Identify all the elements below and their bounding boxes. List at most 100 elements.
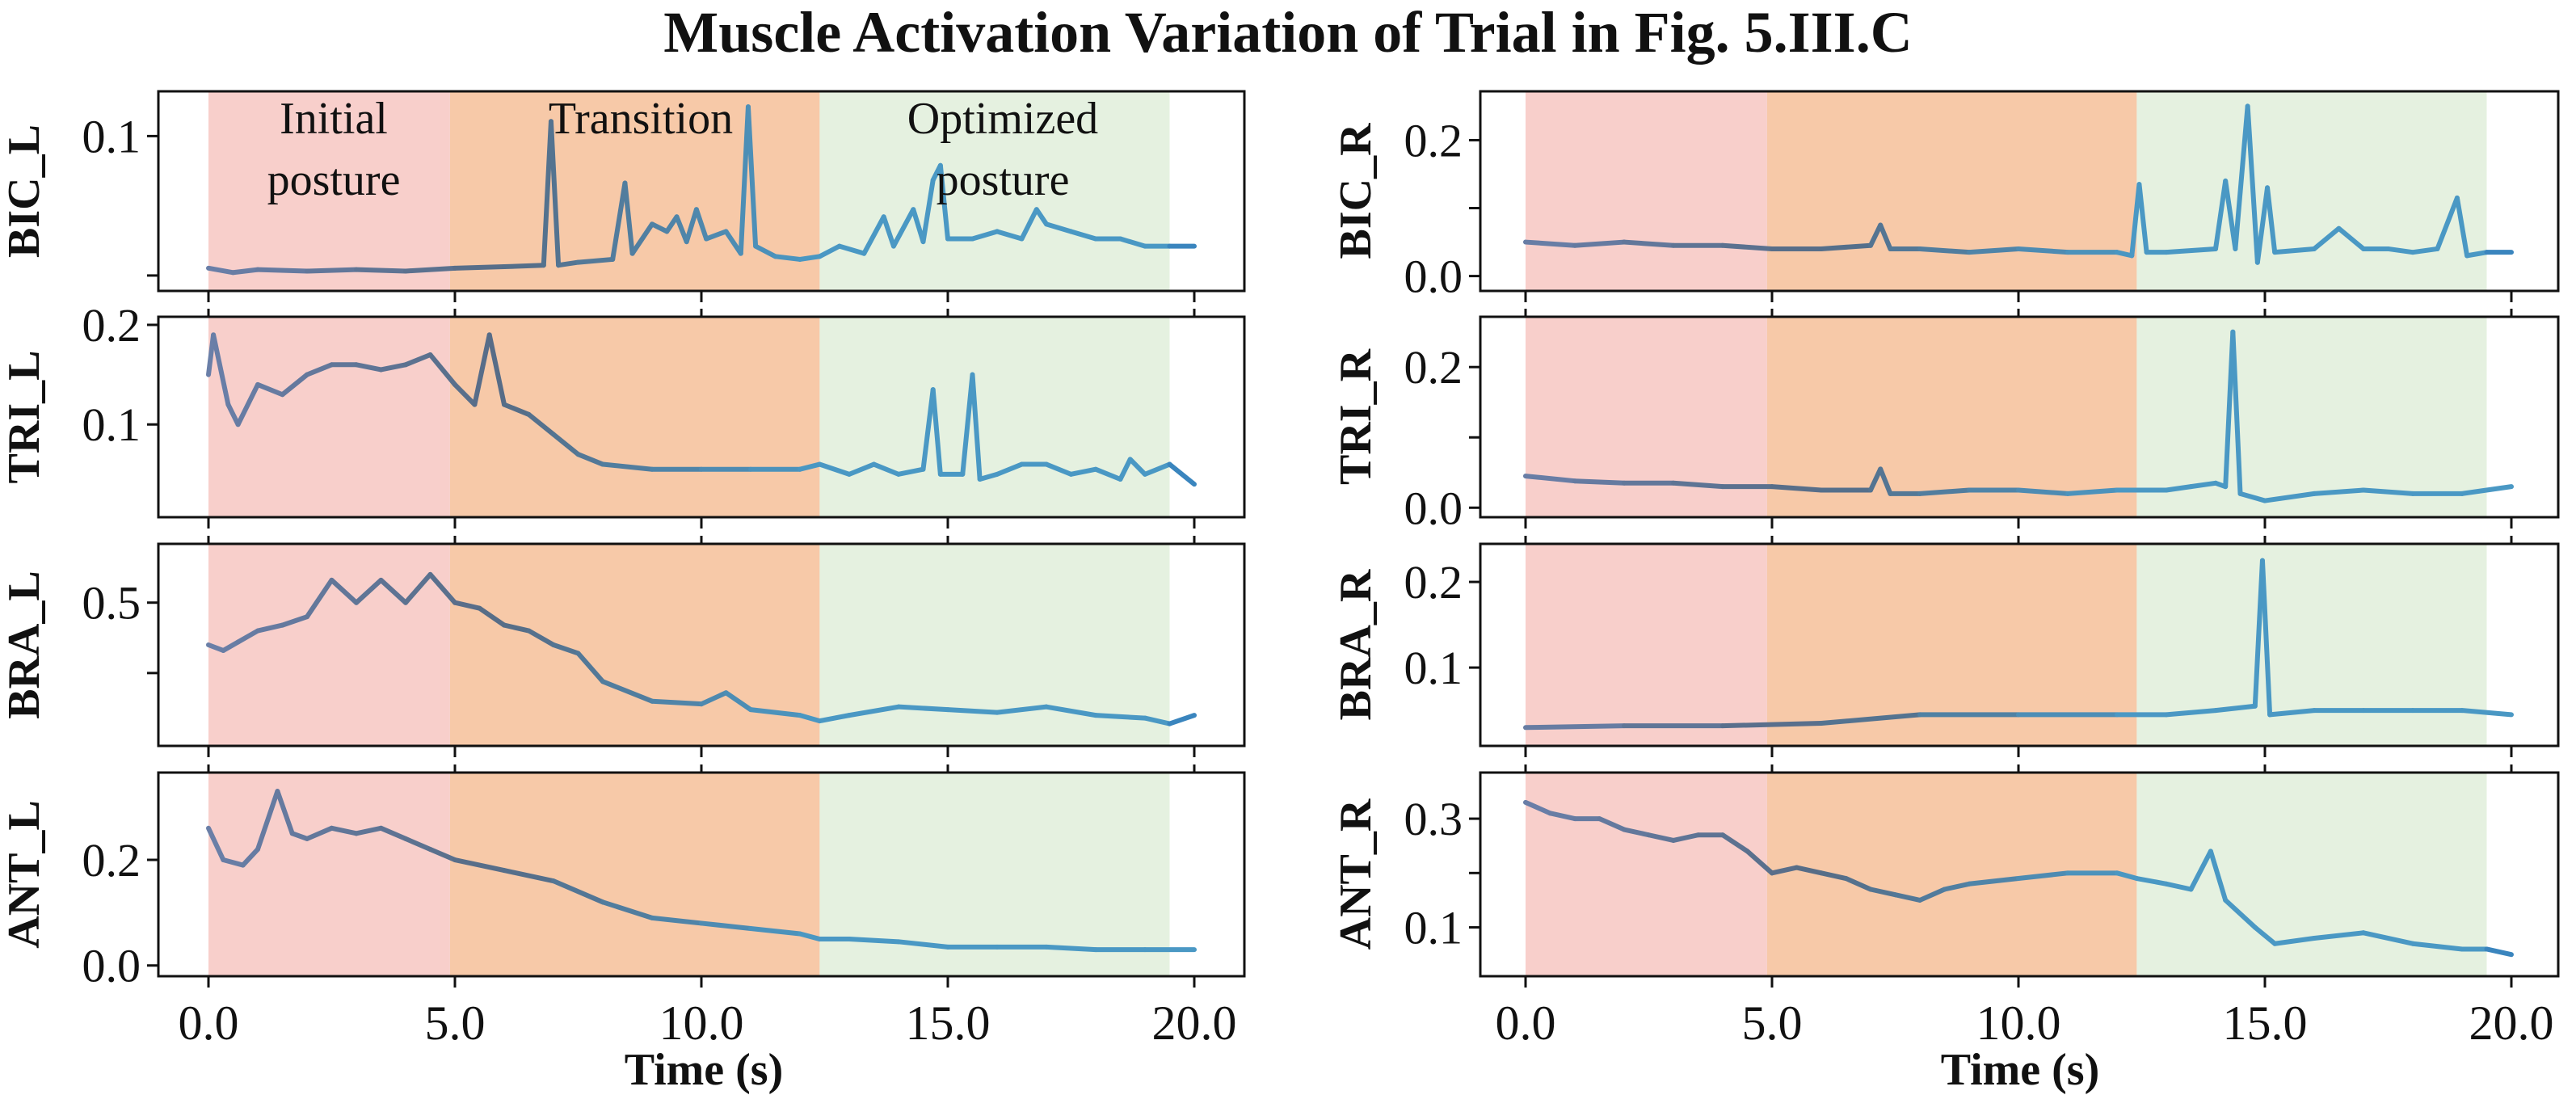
line-segment (403, 265, 457, 274)
line-segment (1093, 713, 1147, 721)
line-segment (699, 920, 753, 931)
line-segment (1167, 713, 1197, 726)
line-segment (847, 937, 901, 945)
line-segment (240, 846, 260, 868)
line-segment (1622, 827, 1652, 838)
line-segment (354, 825, 384, 836)
line-segment (2265, 185, 2278, 255)
line-segment (748, 707, 802, 718)
line-segment (1118, 457, 1133, 482)
series-line-bra-l (206, 571, 1197, 726)
line-segment (1127, 457, 1147, 477)
line-segment (920, 177, 936, 245)
y-tick-label: 0.2 (82, 299, 141, 352)
series-line-ant-l (206, 789, 1197, 953)
line-segment (206, 642, 226, 653)
line-segment (772, 254, 802, 262)
line-segment (255, 622, 285, 634)
line-segment (2188, 849, 2213, 892)
series-line-bic-l (206, 104, 1197, 276)
line-segment (1019, 207, 1039, 242)
series-line-bic-r (1523, 103, 2514, 265)
line-segment (2262, 491, 2317, 503)
panel-tri-r: 0.2 0.0 TRI_R (1331, 309, 2560, 534)
line-segment (206, 825, 226, 863)
line-segment (235, 628, 260, 645)
region-initial (1526, 773, 1767, 976)
line-segment (622, 180, 635, 256)
line-segment (1671, 480, 1725, 490)
line-segment (995, 704, 1049, 715)
panel-bra-r: 0.2 0.1 BRA_R (1331, 536, 2560, 757)
line-segment (1868, 222, 1884, 248)
line-segment (541, 119, 554, 268)
line-segment (2213, 703, 2258, 714)
region-transition (449, 773, 820, 976)
line-segment (745, 104, 759, 249)
line-segment (1745, 849, 1774, 876)
line-segment (305, 267, 359, 274)
line-segment (2016, 487, 2070, 496)
line-segment (890, 207, 916, 249)
panel-bra-l: 0.5 BRA_L (0, 536, 1246, 757)
panels-layer: 0.1 BIC_L Initial posture Transition Optimize… (0, 90, 2560, 1050)
x-axis-label-right: Time (s) (1941, 1045, 2100, 1095)
line-segment (329, 577, 359, 605)
region-initial (208, 544, 450, 746)
line-segment (650, 698, 704, 707)
y-tick-label: 0.1 (82, 110, 141, 162)
line-segment (1044, 461, 1074, 477)
line-segment (1646, 832, 1676, 843)
panel-ant-l: 0.2 0.0 0.0 5.0 10.0 15.0 20.0 ANT_L (0, 764, 1246, 1050)
region-optimized (819, 91, 1170, 291)
line-segment (650, 221, 670, 234)
line-segment (1547, 811, 1577, 822)
line-segment (2464, 250, 2490, 259)
line-segment (2336, 225, 2366, 251)
line-segment (230, 267, 260, 276)
region-optimized (2136, 773, 2487, 976)
line-segment (1967, 876, 2021, 887)
line-segment (502, 402, 532, 417)
line-segment (255, 381, 285, 398)
line-segment (674, 214, 689, 245)
region-transition (1766, 317, 2137, 517)
line-segment (995, 229, 1025, 242)
line-segment (1868, 887, 1898, 898)
line-segment (610, 180, 628, 262)
y-axis-label: BRA_R (1331, 569, 1381, 720)
line-segment (526, 411, 556, 437)
region-transition (1766, 91, 2137, 291)
line-segment (881, 214, 896, 249)
line-segment (600, 679, 655, 704)
series-line-tri-r (1523, 329, 2514, 503)
line-segment (1819, 712, 1922, 726)
line-segment (221, 857, 246, 868)
line-segment (2129, 182, 2142, 259)
line-segment (2230, 329, 2243, 496)
line-segment (427, 352, 457, 387)
line-segment (2259, 558, 2273, 718)
line-segment (275, 789, 295, 836)
line-segment (2164, 246, 2218, 255)
series-line-bra-r (1523, 558, 2514, 731)
line-segment (502, 263, 546, 270)
line-segment (2252, 924, 2278, 946)
y-axis-label: BRA_L (0, 571, 49, 719)
line-segment (817, 243, 842, 259)
line-segment (2164, 881, 2194, 892)
line-segment (378, 577, 408, 605)
line-segment (1967, 246, 2021, 255)
line-segment (748, 925, 802, 937)
line-segment (2016, 870, 2070, 882)
y-tick-label: 0.2 (1404, 341, 1463, 394)
line-segment (354, 362, 384, 373)
line-segment (551, 878, 605, 905)
region-label-transition: Transition (549, 94, 733, 144)
line-segment (2115, 250, 2135, 259)
line-segment (798, 461, 823, 472)
line-segment (2272, 936, 2317, 946)
panel-bic-l: 0.1 BIC_L Initial posture Transition Optimize… (0, 90, 1246, 302)
line-segment (225, 402, 241, 427)
line-segment (1819, 242, 1873, 251)
